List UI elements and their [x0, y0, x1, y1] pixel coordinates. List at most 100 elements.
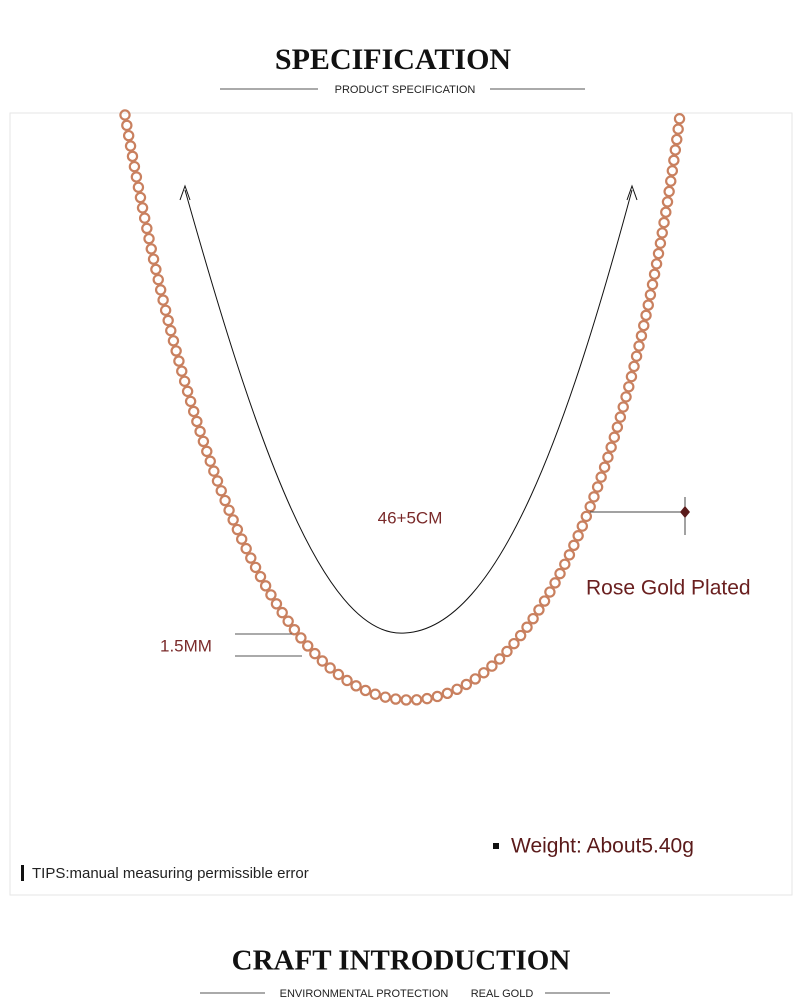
chain-link	[201, 445, 213, 458]
chain-link	[130, 171, 143, 183]
chain-link	[563, 549, 576, 561]
chain-link	[421, 692, 433, 705]
chain-link	[611, 421, 624, 433]
chain-link	[223, 504, 235, 516]
chain-link	[656, 227, 668, 239]
arrow-head	[179, 184, 191, 201]
chain-link	[625, 370, 638, 383]
chain-link	[121, 119, 133, 132]
chain-link	[302, 640, 314, 652]
chain-link	[644, 289, 657, 301]
chain-link	[134, 191, 147, 204]
material-label: Rose Gold Plated	[586, 577, 751, 600]
chain-link	[663, 185, 675, 198]
footer-title: CRAFT INTRODUCTION	[232, 945, 571, 977]
chain-link	[295, 632, 307, 644]
chain-link	[389, 693, 402, 705]
chain-link	[359, 684, 372, 697]
chain-link	[173, 355, 185, 367]
chain-link	[501, 645, 513, 658]
weight-label: Weight: About5.40g	[511, 835, 694, 858]
chain-link	[150, 263, 162, 276]
chain-link	[628, 360, 640, 373]
chain-link	[167, 335, 180, 347]
chain-link	[249, 561, 262, 574]
chain-link	[648, 268, 661, 280]
chain-link	[650, 258, 663, 270]
chain-link	[227, 514, 239, 526]
chain-link	[602, 451, 614, 463]
chain-link	[673, 113, 686, 125]
chain-link	[486, 660, 498, 672]
chain-link	[204, 455, 216, 467]
chain-link	[514, 629, 527, 642]
chain-link	[580, 510, 593, 523]
chain-link	[568, 539, 580, 552]
chain-link	[159, 304, 172, 316]
chain-link	[617, 401, 629, 413]
chain-link	[665, 175, 677, 187]
chain-link	[231, 523, 244, 536]
chain-link	[469, 673, 481, 685]
chain-link	[124, 140, 137, 152]
chain-link	[671, 133, 683, 146]
chain-link	[245, 552, 257, 564]
chain-link	[538, 595, 551, 607]
chain-link	[259, 580, 272, 592]
chain-link	[572, 530, 584, 542]
length-label: 46+5CM	[378, 508, 443, 527]
chain-link	[162, 314, 174, 327]
length-arrow	[184, 189, 633, 634]
chain-link	[147, 253, 160, 265]
chain-link	[533, 604, 545, 616]
chain-link	[369, 688, 381, 700]
footer-subtitle: REAL GOLD	[471, 988, 534, 1000]
chain-link	[672, 123, 684, 135]
chain-link	[197, 435, 210, 448]
chain-link	[265, 589, 277, 601]
header-title: SPECIFICATION	[275, 43, 511, 76]
chain-link	[138, 212, 151, 224]
chain-link	[642, 299, 654, 311]
chain-link	[219, 494, 231, 507]
chain-link	[157, 294, 169, 306]
chain-link	[379, 691, 392, 703]
header-subtitle: PRODUCT SPECIFICATION	[335, 84, 476, 96]
chain-link	[608, 431, 621, 443]
chain-link	[441, 687, 454, 700]
chain-guide	[125, 115, 680, 700]
tips-text: TIPS:manual measuring permissible error	[32, 865, 309, 882]
chain-link	[549, 577, 561, 589]
chain-link	[478, 667, 490, 679]
arrow-head	[626, 184, 638, 201]
chain-link	[554, 567, 566, 580]
chain-link	[350, 680, 362, 692]
chain-link	[126, 150, 139, 163]
chain-link	[324, 662, 336, 674]
chain-link	[152, 273, 164, 286]
chain-link	[630, 350, 643, 362]
chain-link	[633, 340, 645, 352]
chain-link	[654, 237, 667, 249]
chain-link	[332, 668, 345, 681]
chain-link	[270, 598, 283, 610]
chain-link	[614, 411, 627, 423]
chain-link	[341, 674, 353, 687]
footer-subtitle: ENVIRONMENTAL PROTECTION	[280, 988, 449, 1000]
chain-link	[276, 606, 288, 619]
chain-link	[141, 222, 153, 235]
chain-link	[316, 655, 329, 667]
chain-link	[208, 465, 220, 477]
chain-link	[668, 154, 680, 167]
chain-link	[165, 324, 177, 337]
chain-link	[240, 542, 252, 555]
chain-link	[460, 678, 473, 691]
chain-link	[235, 533, 248, 545]
chain-link	[598, 461, 611, 473]
chain-link	[176, 365, 188, 377]
chain-link	[451, 683, 463, 695]
chain-link	[431, 690, 444, 703]
chain-link	[211, 475, 224, 487]
chain-link	[400, 694, 412, 706]
